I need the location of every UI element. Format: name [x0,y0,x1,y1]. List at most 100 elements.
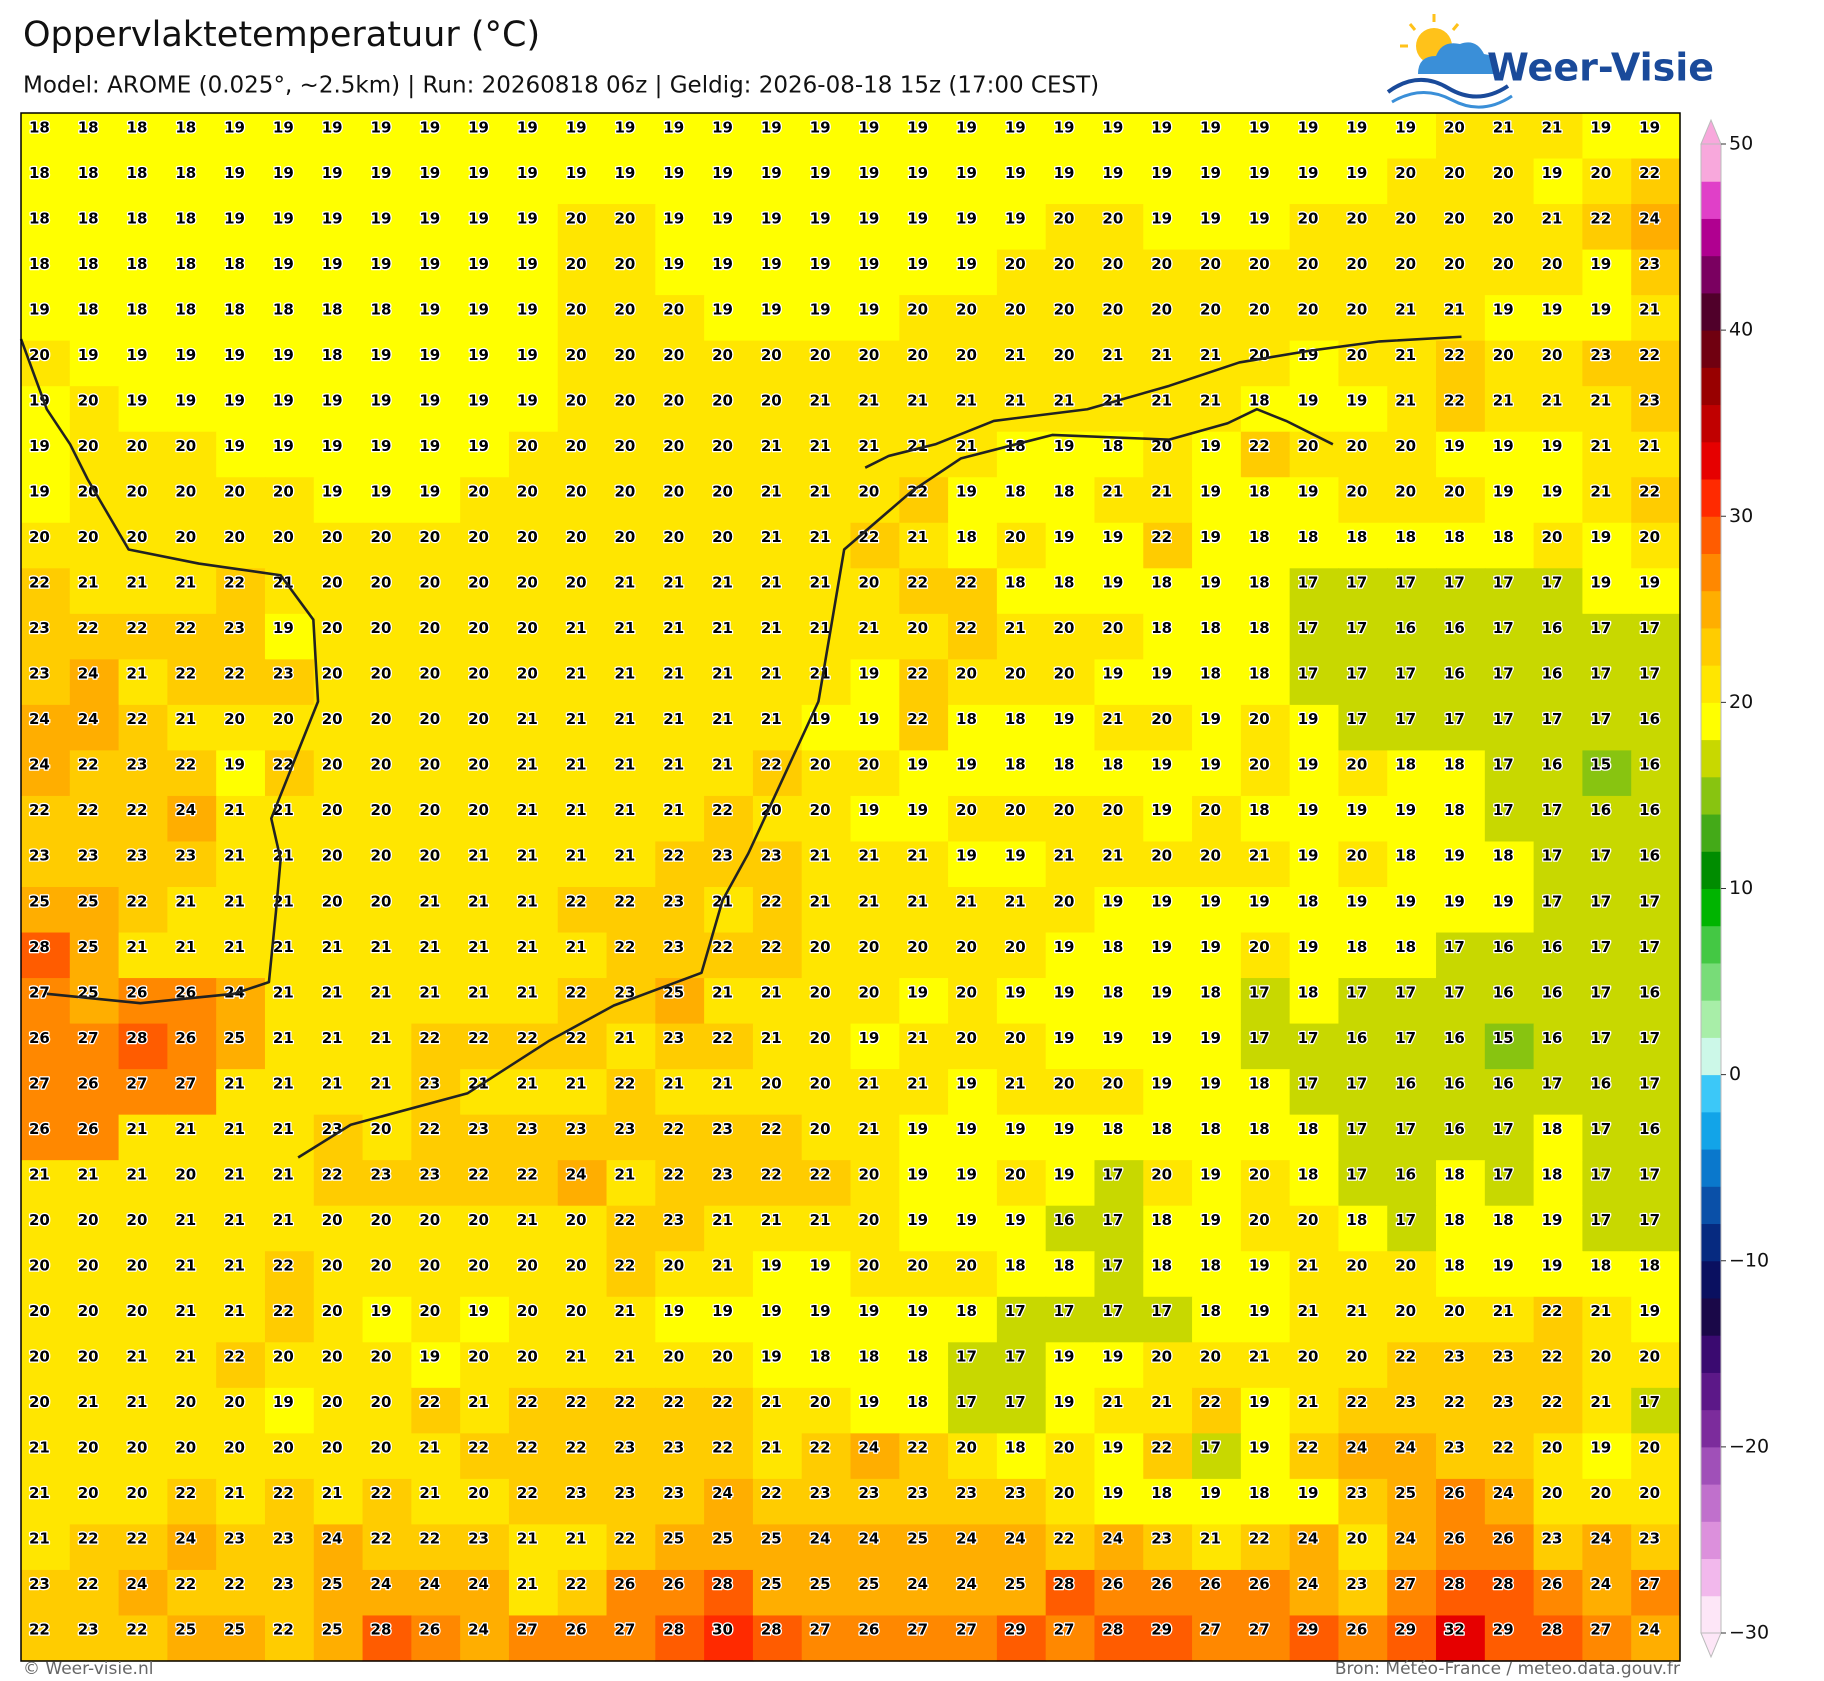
temperature-cell [264,204,315,251]
temperature-label: 21 [1444,300,1465,318]
temperature-label: 20 [468,756,489,774]
temperature-cell [1192,249,1242,296]
temperature-cell [752,704,803,752]
colorbar-band [1701,1260,1721,1299]
temperature-label: 21 [858,1074,879,1092]
colorbar-band [1701,1223,1721,1262]
temperature-label: 19 [224,756,245,774]
temperature-cell [996,568,1047,615]
temperature-label: 18 [78,118,99,136]
temperature-label: 17 [1590,1211,1611,1229]
temperature-cell [460,340,510,387]
temperature-cell [1045,158,1096,205]
temperature-cell [1582,295,1632,342]
temperature-label: 22 [468,1439,489,1457]
temperature-label: 19 [956,1074,977,1092]
temperature-cell [557,249,608,296]
temperature-label: 26 [614,1575,635,1593]
colorbar-tick-label: −30 [1729,1622,1769,1644]
temperature-label: 19 [273,437,294,455]
temperature-cell [362,431,412,478]
temperature-label: 20 [1151,1165,1172,1183]
temperature-label: 20 [858,983,879,1001]
temperature-label: 15 [1590,756,1611,774]
temperature-label: 20 [566,1257,587,1275]
temperature-label: 22 [761,1120,782,1138]
temperature-label: 18 [1151,1484,1172,1502]
temperature-label: 18 [1493,528,1514,546]
temperature-label: 20 [127,1257,148,1275]
temperature-cell [460,659,510,706]
temperature-label: 18 [29,164,50,182]
temperature-label: 19 [1102,528,1123,546]
temperature-label: 21 [1054,847,1075,865]
temperature-label: 26 [1444,1530,1465,1548]
temperature-cell [411,613,461,660]
temperature-label: 20 [810,756,831,774]
temperature-label: 22 [1444,391,1465,409]
temperature-cell [1484,568,1535,615]
temperature-label: 19 [858,1302,879,1320]
temperature-label: 21 [127,1348,148,1366]
temperature-cell [118,158,168,205]
temperature-label: 20 [566,346,587,364]
temperature-cell [264,249,315,296]
temperature-label: 19 [29,437,50,455]
temperature-label: 20 [1346,346,1367,364]
temperature-cell [557,750,608,797]
temperature-label: 25 [858,1575,879,1593]
temperature-label: 18 [1346,938,1367,956]
temperature-label: 28 [371,1621,392,1639]
temperature-label: 23 [29,619,50,637]
temperature-label: 25 [29,892,50,910]
temperature-label: 20 [1102,300,1123,318]
temperature-label: 20 [175,1393,196,1411]
temperature-label: 22 [614,1393,635,1411]
temperature-label: 22 [78,1575,99,1593]
temperature-label: 22 [566,983,587,1001]
temperature-label: 20 [1493,164,1514,182]
temperature-cell [362,204,412,251]
temperature-cell [411,340,461,387]
temperature-label: 20 [1346,483,1367,501]
temperature-cell [948,522,998,569]
temperature-cell [460,750,510,797]
temperature-label: 19 [761,164,782,182]
temperature-cell [1533,113,1584,160]
temperature-label: 23 [1005,1484,1026,1502]
temperature-label: 17 [1054,1302,1075,1320]
temperature-label: 20 [1395,164,1416,182]
temperature-label: 22 [273,1257,294,1275]
temperature-label: 22 [761,1165,782,1183]
temperature-cell [1631,340,1681,387]
temperature-cell [948,295,998,342]
temperature-cell [264,659,315,706]
temperature-cell [557,295,608,342]
temperature-label: 19 [858,665,879,683]
temperature-label: 19 [1298,1484,1319,1502]
temperature-label: 20 [810,1120,831,1138]
temperature-label: 20 [78,1484,99,1502]
temperature-cell [21,158,71,205]
temperature-label: 26 [858,1621,879,1639]
temperature-label: 19 [1102,1348,1123,1366]
temperature-label: 21 [273,847,294,865]
temperature-label: 24 [1590,1530,1611,1548]
temperature-cell [69,295,120,342]
temperature-cell [167,113,217,160]
temperature-label: 20 [419,619,440,637]
temperature-cell [1289,204,1340,251]
temperature-label: 20 [1054,1074,1075,1092]
temperature-cell [69,113,120,160]
temperature-label: 21 [224,1484,245,1502]
temperature-label: 18 [1444,756,1465,774]
temperature-label: 21 [810,847,831,865]
temperature-label: 21 [1200,391,1221,409]
temperature-label: 23 [663,1211,684,1229]
temperature-cell [1631,522,1681,569]
temperature-label: 17 [956,1393,977,1411]
colorbar-band [1701,330,1721,368]
temperature-label: 26 [566,1621,587,1639]
temperature-label: 19 [1200,1211,1221,1229]
temperature-label: 18 [1102,938,1123,956]
